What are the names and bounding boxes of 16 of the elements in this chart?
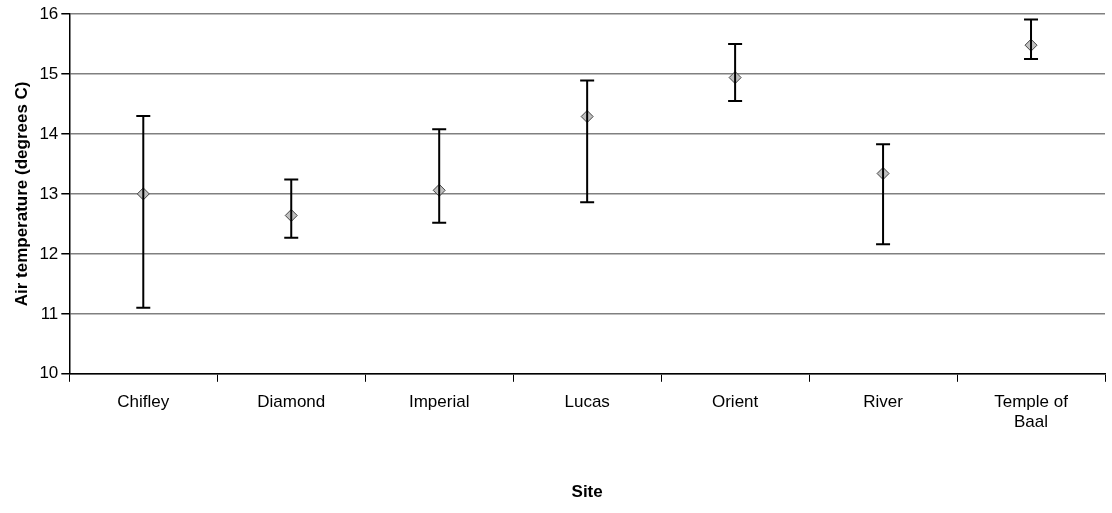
x-tick-label: Temple of Baal [994,391,1069,432]
y-tick-label: 16 [39,3,59,23]
y-tick-label: 11 [40,303,59,323]
y-tick-label: 15 [39,63,59,83]
x-tick-label: Lucas [564,391,610,411]
y-tick-label: 13 [39,183,59,203]
x-tick-label: River [863,391,904,411]
x-axis-title: Site [571,482,603,502]
x-tick-label: Diamond [257,391,326,411]
x-tick-label: Orient [711,391,759,411]
y-tick-label: 14 [39,123,59,143]
y-tick-label: 12 [39,243,59,263]
x-tick-label: Imperial [408,391,470,411]
y-tick-label: 10 [39,363,59,383]
y-axis-title: Air temperature (degrees C) [11,81,31,307]
x-tick-label: Chifley [117,391,170,411]
